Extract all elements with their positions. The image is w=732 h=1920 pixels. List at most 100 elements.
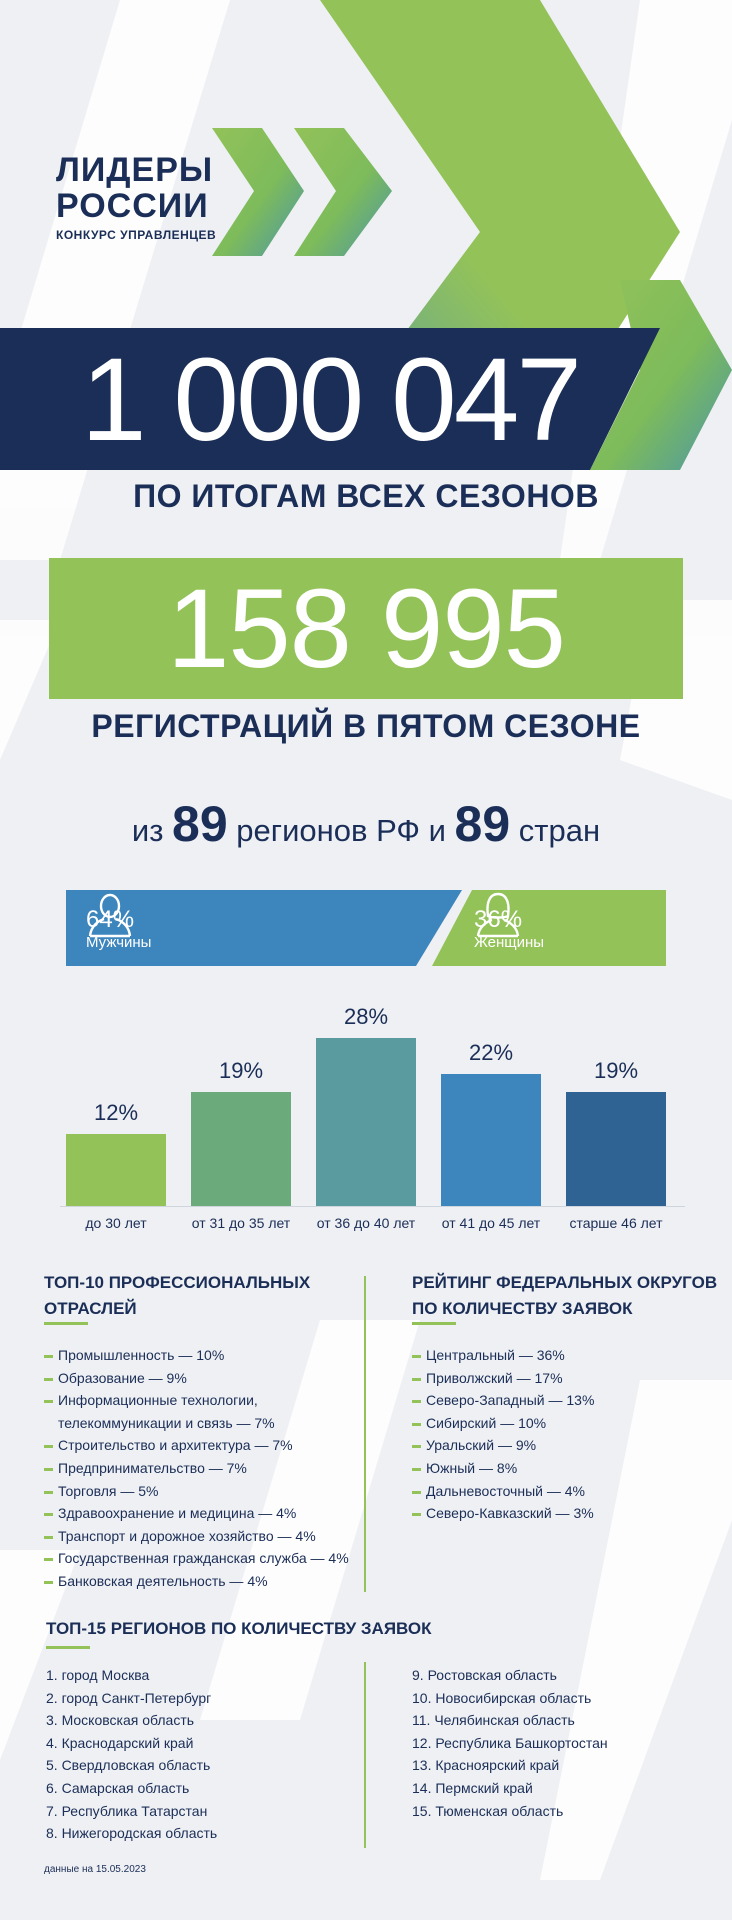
age-category-label: от 36 до 40 лет xyxy=(317,1215,416,1231)
industry-item: Образование — 9% xyxy=(44,1367,374,1390)
district-item: Северо-Кавказский — 3% xyxy=(412,1502,712,1525)
district-item: Центральный — 36% xyxy=(412,1344,712,1367)
industry-text: Торговля — 5% xyxy=(58,1482,159,1499)
male-percent: 64% xyxy=(86,905,135,933)
green-dash-icon xyxy=(44,1467,53,1471)
industry-item: Строительство и архитектура — 7% xyxy=(44,1434,374,1457)
district-text: Дальневосточный — 4% xyxy=(426,1482,585,1499)
industry-item: Здравоохранение и медицина — 4% xyxy=(44,1502,374,1525)
region-item: 12. Республика Башкортостан xyxy=(412,1734,608,1751)
region-item: 10. Новосибирская область xyxy=(412,1689,592,1706)
data-date-footnote: данные на 15.05.2023 xyxy=(44,1864,146,1875)
industry-text: Транспорт и дорожное хозяйство — 4% xyxy=(58,1527,316,1544)
region-item: 8. Нижегородская область xyxy=(46,1825,218,1842)
green-dash-icon xyxy=(44,1490,53,1494)
male-person-icon xyxy=(88,893,132,938)
green-dash-icon xyxy=(44,1400,53,1404)
green-dash-icon xyxy=(44,1377,53,1381)
district-item: Приволжский — 17% xyxy=(412,1367,712,1390)
industry-item: телекоммуникации и связь — 7% xyxy=(44,1412,374,1435)
top-regions-title: ТОП-15 РЕГИОНОВ ПО КОЛИЧЕСТВУ ЗАЯВОК xyxy=(46,1619,432,1638)
age-bar-value-label: 19% xyxy=(219,1058,263,1083)
age-category-label: от 41 до 45 лет xyxy=(442,1215,541,1231)
industry-item: Предпринимательство — 7% xyxy=(44,1457,374,1480)
district-text: Сибирский — 10% xyxy=(426,1414,547,1431)
district-item: Сибирский — 10% xyxy=(412,1412,712,1435)
age-bar-value-label: 22% xyxy=(469,1040,513,1065)
total-caption: ПО ИТОГАМ ВСЕХ СЕЗОНОВ xyxy=(133,478,599,514)
green-dash-icon xyxy=(44,1580,53,1584)
green-dash-icon xyxy=(412,1355,421,1358)
region-item: 3. Московская область xyxy=(46,1712,195,1729)
industry-item: Промышленность — 10% xyxy=(44,1344,374,1367)
age-bar-chart: 12% до 30 лет 19% от 31 до 35 лет 28% от 36 д… xyxy=(60,1004,685,1231)
districts-title-line-1: РЕЙТИНГ ФЕДЕРАЛЬНЫХ ОКРУГОВ xyxy=(412,1273,718,1292)
industry-text: Промышленность — 10% xyxy=(58,1347,225,1363)
district-text: Центральный — 36% xyxy=(426,1347,565,1363)
region-item: 4. Краснодарский край xyxy=(46,1734,194,1751)
industry-text: Информационные технологии, xyxy=(58,1392,258,1409)
age-bar-value-label: 19% xyxy=(594,1058,638,1083)
districts-title: РЕЙТИНГ ФЕДЕРАЛЬНЫХ ОКРУГОВ ПО КОЛИЧЕСТВ… xyxy=(412,1270,717,1322)
industries-title-line-2: ОТРАСЛЕЙ xyxy=(44,1299,137,1318)
industry-text: Банковская деятельность — 4% xyxy=(58,1572,268,1589)
districts-list: Центральный — 36% Приволжский — 17% Северо… xyxy=(412,1344,712,1525)
top-regions-underline xyxy=(46,1646,90,1649)
green-dash-icon xyxy=(44,1355,53,1358)
season-registrations-box: 158 995 xyxy=(49,558,683,699)
region-item: 6. Самарская область xyxy=(46,1779,190,1796)
district-item: Дальневосточный — 4% xyxy=(412,1480,712,1503)
countries-text: стран xyxy=(518,813,601,848)
district-text: Приволжский — 17% xyxy=(426,1369,563,1386)
region-item: 5. Свердловская область xyxy=(46,1757,211,1774)
industry-item: Информационные технологии, xyxy=(44,1389,374,1412)
regions-count: 89 xyxy=(172,796,228,852)
column-divider-top xyxy=(364,1276,366,1592)
industry-text: Здравоохранение и медицина — 4% xyxy=(58,1505,297,1522)
industries-list: Промышленность — 10% Образование — 9% Инфо… xyxy=(44,1344,374,1593)
age-bar-value-label: 12% xyxy=(94,1100,138,1125)
age-bar-value-label: 28% xyxy=(344,1004,388,1029)
age-category-label: старше 46 лет xyxy=(569,1215,663,1231)
age-bar xyxy=(66,1134,166,1206)
gender-split-bar: 64% Мужчины 36% Женщины xyxy=(66,890,666,966)
countries-count: 89 xyxy=(454,796,511,852)
age-bar xyxy=(191,1092,291,1206)
female-label: Женщины xyxy=(474,933,545,951)
region-item: 15. Тюменская область xyxy=(412,1802,564,1819)
female-item: 36% Женщины xyxy=(474,890,544,966)
district-item: Уральский — 9% xyxy=(412,1434,712,1457)
column-divider-bottom xyxy=(364,1662,366,1848)
age-bar xyxy=(566,1092,666,1206)
green-dash-icon xyxy=(412,1513,421,1517)
region-item: 9. Ростовская область xyxy=(412,1667,557,1683)
season-caption: РЕГИСТРАЦИЙ В ПЯТОМ СЕЗОНЕ xyxy=(91,708,641,744)
industry-text: Предпринимательство — 7% xyxy=(58,1459,247,1476)
age-bar xyxy=(441,1074,541,1206)
regions-prefix: из xyxy=(131,813,164,848)
logo: ЛИДЕРЫ РОССИИ КОНКУРС УПРАВЛЕНЦЕВ xyxy=(56,152,216,242)
female-person-icon xyxy=(476,892,520,938)
industry-text: телекоммуникации и связь — 7% xyxy=(58,1414,275,1431)
region-item: 13. Красноярский край xyxy=(412,1757,560,1774)
industry-item: Транспорт и дорожное хозяйство — 4% xyxy=(44,1525,374,1548)
green-dash-icon xyxy=(412,1422,421,1426)
regions-text: регионов РФ и xyxy=(236,813,446,848)
region-item: 14. Пермский край xyxy=(412,1779,533,1796)
male-label: Мужчины xyxy=(86,933,152,951)
logo-subtitle: КОНКУРС УПРАВЛЕНЦЕВ xyxy=(56,228,217,242)
regions-countries-line: из 89 регионов РФ и 89 стран xyxy=(0,795,732,853)
green-dash-icon xyxy=(412,1400,421,1404)
region-item: 1. город Москва xyxy=(46,1667,150,1683)
green-dash-icon xyxy=(44,1535,53,1539)
top-regions-list-left: 1. город Москва 2. город Санкт-Петербург 3… xyxy=(46,1664,346,1845)
industries-title: ТОП-10 ПРОФЕССИОНАЛЬНЫХ ОТРАСЛЕЙ xyxy=(44,1270,310,1322)
districts-underline xyxy=(412,1322,456,1325)
age-category-label: до 30 лет xyxy=(85,1215,147,1231)
green-dash-icon xyxy=(412,1445,421,1449)
male-bar xyxy=(66,890,462,966)
industry-item: Банковская деятельность — 4% xyxy=(44,1570,374,1593)
industry-text: Строительство и архитектура — 7% xyxy=(58,1437,293,1454)
green-dash-icon xyxy=(44,1558,53,1562)
industries-title-line-1: ТОП-10 ПРОФЕССИОНАЛЬНЫХ xyxy=(44,1273,311,1292)
